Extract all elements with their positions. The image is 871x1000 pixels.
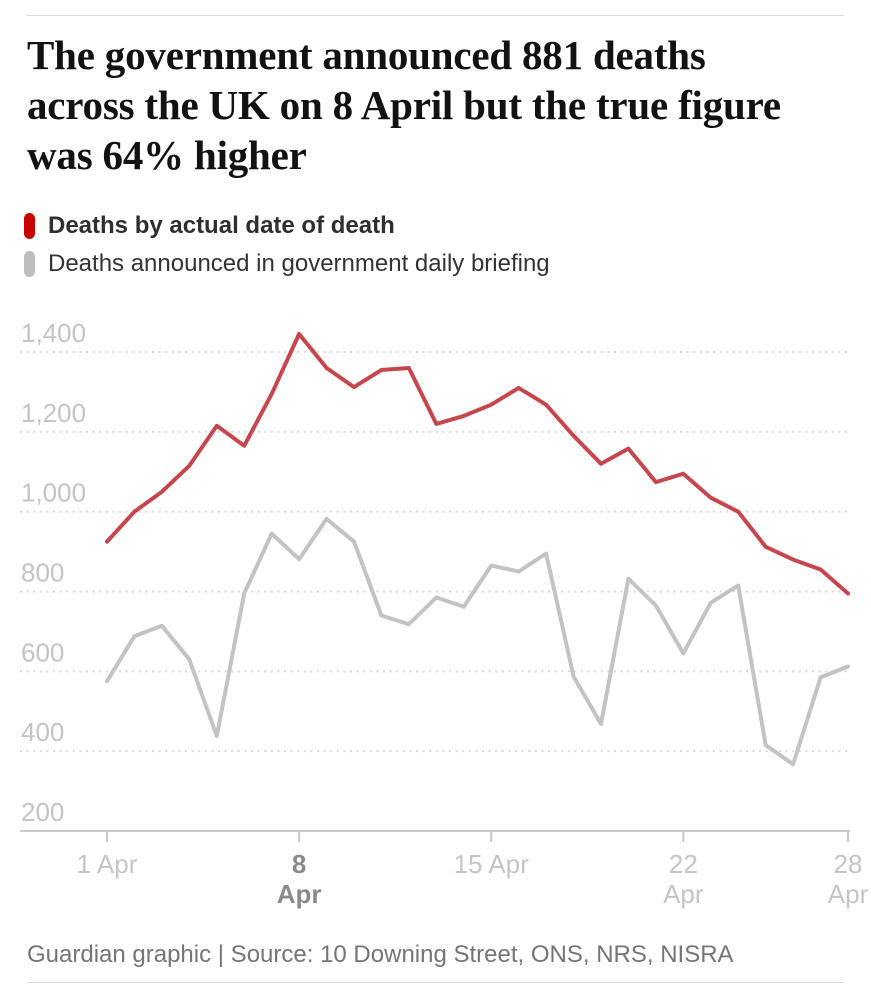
actual-deaths-line: [105, 332, 850, 596]
chart-title-line-3: was 64% higher: [27, 132, 307, 178]
y-tick-label-400: 400: [21, 717, 64, 747]
y-tick-label-200: 200: [21, 797, 64, 827]
legend-swatch-red-icon: [24, 213, 35, 239]
chart-title: The government announced 881 deaths acro…: [27, 30, 847, 180]
y-tick-label-600: 600: [21, 637, 64, 667]
legend-label-actual-deaths: Deaths by actual date of death: [48, 212, 395, 239]
y-tick-label-1000: 1,000: [21, 478, 86, 508]
announced-deaths-line: [105, 516, 850, 767]
y-tick-label-800: 800: [21, 558, 64, 588]
legend-item-announced-deaths: Deaths announced in government daily bri…: [24, 245, 550, 283]
chart-title-line-1: The government announced 881 deaths: [27, 32, 706, 78]
chart-title-line-2: across the UK on 8 April but the true fi…: [27, 82, 781, 128]
bottom-divider-rule: [27, 982, 844, 983]
legend-swatch-grey-icon: [24, 251, 35, 277]
source-credit: Guardian graphic | Source: 10 Downing St…: [27, 941, 734, 968]
legend: Deaths by actual date of death Deaths an…: [24, 207, 550, 283]
y-tick-label-1400: 1,400: [21, 318, 86, 348]
top-divider-rule: [27, 15, 844, 16]
y-tick-label-1200: 1,200: [21, 398, 86, 428]
legend-item-actual-deaths: Deaths by actual date of death: [24, 207, 550, 245]
legend-label-announced-deaths: Deaths announced in government daily bri…: [48, 250, 550, 277]
